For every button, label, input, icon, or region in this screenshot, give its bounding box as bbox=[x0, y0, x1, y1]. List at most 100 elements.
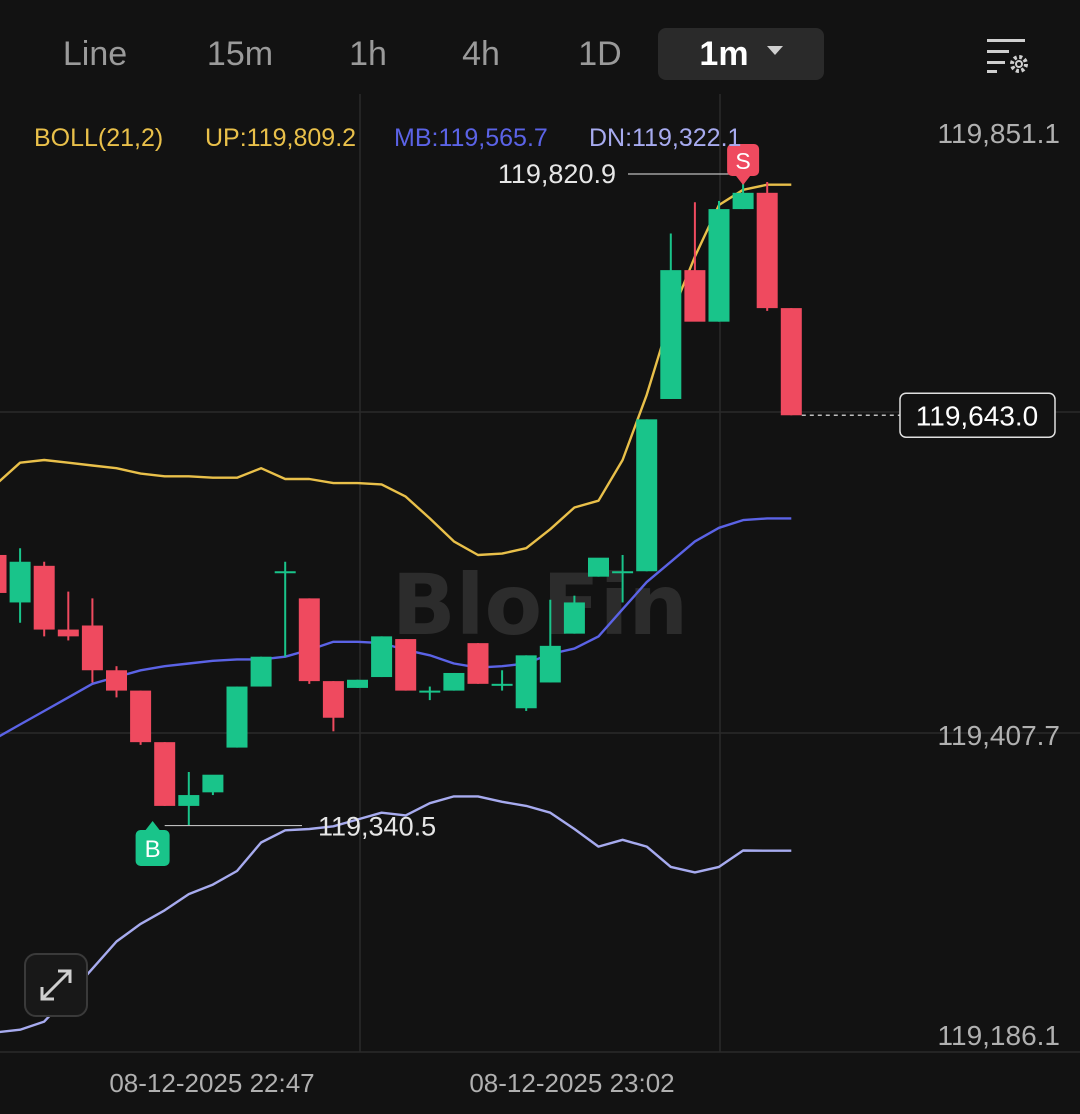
tab-4h[interactable]: 4h bbox=[462, 35, 500, 73]
candle-body bbox=[539, 645, 561, 683]
y-axis-tick-label: 119,851.1 bbox=[938, 118, 1061, 149]
candle bbox=[395, 639, 417, 691]
candle bbox=[684, 202, 706, 322]
candle-body bbox=[684, 270, 706, 322]
candle bbox=[33, 561, 55, 637]
interval-dropdown[interactable]: 1m bbox=[658, 28, 824, 80]
tab-15m[interactable]: 15m bbox=[206, 35, 274, 73]
y-axis: 119,851.1 119,407.7 119,186.1 bbox=[938, 118, 1061, 1051]
candle-body bbox=[250, 656, 272, 687]
candle bbox=[178, 771, 200, 826]
sell-signal-badge: S bbox=[727, 144, 760, 185]
candle-body bbox=[732, 192, 754, 210]
tab-1d[interactable]: 1D bbox=[578, 35, 622, 73]
candle-body bbox=[612, 571, 634, 574]
buy-signal-badge: B bbox=[135, 821, 170, 866]
boll-label: BOLL(21,2) bbox=[34, 124, 163, 152]
candle-body bbox=[57, 629, 79, 637]
buy-signal-label: B bbox=[145, 836, 161, 863]
boll-mid-line bbox=[0, 517, 792, 738]
x-axis-tick-label: 08-12-2025 23:02 bbox=[469, 1068, 674, 1098]
sell-signal-bg bbox=[727, 144, 760, 176]
candle bbox=[57, 591, 79, 641]
candle-body bbox=[202, 774, 224, 793]
candle bbox=[443, 672, 465, 691]
chart-settings-button[interactable] bbox=[984, 36, 1032, 76]
candle bbox=[636, 419, 658, 572]
price-chart[interactable]: BloFin 119,820.9 119,340.5 S B 119,643.0 BOL… bbox=[0, 94, 1080, 1114]
candlesticks bbox=[0, 173, 802, 826]
candle bbox=[563, 595, 585, 634]
buy-signal-bg bbox=[135, 830, 170, 866]
tab-line[interactable]: Line bbox=[62, 35, 128, 73]
tab-1h[interactable]: 1h bbox=[349, 35, 387, 73]
candle bbox=[491, 670, 513, 691]
candle bbox=[780, 308, 802, 416]
candle-body bbox=[419, 690, 441, 693]
indicator-legend: BOLL(21,2) UP:119,809.2 MB:119,565.7 DN:… bbox=[34, 124, 741, 152]
candle-body bbox=[347, 679, 368, 688]
current-price-tag-box bbox=[899, 392, 1056, 439]
candle bbox=[539, 599, 561, 683]
candle-body bbox=[660, 270, 682, 399]
candle bbox=[274, 561, 296, 657]
candle bbox=[660, 233, 682, 399]
candle bbox=[419, 686, 441, 701]
candle bbox=[588, 557, 609, 577]
candle-body bbox=[780, 308, 802, 416]
buy-signal-pointer bbox=[145, 821, 160, 830]
candle-body bbox=[563, 602, 585, 634]
candle-body bbox=[33, 565, 55, 630]
candle-body bbox=[395, 639, 417, 691]
candle-body bbox=[515, 655, 537, 709]
candle bbox=[467, 643, 489, 684]
candle-body bbox=[106, 670, 127, 691]
expand-arrows-icon bbox=[40, 969, 72, 1001]
bollinger-bands bbox=[0, 183, 792, 1034]
candle-body bbox=[371, 636, 393, 678]
candle-body bbox=[636, 419, 658, 572]
boll-dn-label: DN:119,322.1 bbox=[589, 124, 741, 152]
candle-body bbox=[756, 192, 778, 309]
timeframe-toolbar: Line 15m 1h 4h 1D 1m bbox=[0, 0, 1080, 94]
candle-body bbox=[467, 643, 489, 684]
candle-body bbox=[130, 690, 152, 743]
boll-lower-line bbox=[0, 795, 792, 1034]
candle-body bbox=[9, 561, 31, 603]
candle-body bbox=[274, 571, 296, 574]
candle-body bbox=[154, 742, 176, 806]
candle-body bbox=[178, 795, 200, 806]
watermark-logo: BloFin bbox=[392, 556, 689, 654]
candle-body bbox=[298, 598, 320, 682]
boll-upper-line bbox=[0, 183, 792, 557]
low-marker-label: 119,340.5 bbox=[318, 812, 436, 842]
chart-markers: 119,820.9 119,340.5 S B 119,643.0 bbox=[135, 144, 1056, 866]
candle-body bbox=[0, 554, 7, 593]
current-price-tag: 119,643.0 bbox=[899, 392, 1056, 439]
y-axis-tick-label: 119,407.7 bbox=[938, 720, 1061, 751]
settings-sliders-icon bbox=[987, 39, 1028, 73]
expand-chart-button[interactable] bbox=[24, 953, 88, 1017]
candle-body bbox=[226, 686, 248, 748]
candle bbox=[0, 554, 7, 593]
candle bbox=[81, 598, 103, 683]
candle-body bbox=[491, 683, 513, 686]
candle bbox=[347, 679, 368, 688]
candle bbox=[202, 774, 224, 796]
candle bbox=[130, 690, 152, 745]
candle-body bbox=[588, 557, 609, 577]
candle bbox=[371, 636, 393, 678]
x-axis: 08-12-2025 22:47 08-12-2025 23:02 bbox=[109, 1068, 674, 1098]
sell-signal-label: S bbox=[735, 148, 750, 174]
current-price-label: 119,643.0 bbox=[916, 400, 1039, 431]
candle bbox=[250, 656, 272, 687]
candle bbox=[612, 554, 634, 603]
y-axis-tick-label: 119,186.1 bbox=[938, 1020, 1061, 1051]
candle bbox=[298, 598, 320, 684]
candle bbox=[154, 742, 176, 806]
boll-up-label: UP:119,809.2 bbox=[205, 124, 356, 152]
candle-body bbox=[81, 625, 103, 671]
candle bbox=[515, 655, 537, 711]
candle bbox=[322, 681, 344, 732]
candle bbox=[226, 686, 248, 748]
